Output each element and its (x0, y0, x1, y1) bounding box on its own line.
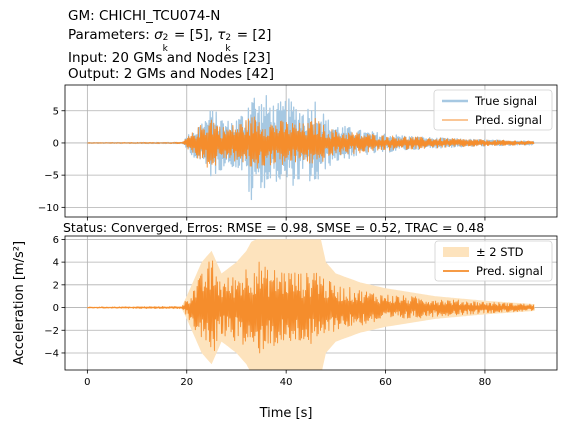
x-tick-label: 80 (479, 377, 492, 388)
y-tick-label: −5 (44, 171, 59, 182)
y-tick-label: 0 (53, 303, 59, 314)
y-tick-label: 2 (53, 280, 59, 291)
sigma-superscript: 2 (162, 33, 169, 43)
parameters-prefix: Parameters: (68, 27, 155, 43)
legend-swatch-band (443, 247, 469, 257)
y-tick-label: −10 (38, 203, 59, 214)
tau-superscript: 2 (225, 33, 232, 43)
data-layer (87, 239, 535, 370)
y-tick-label: 4 (53, 258, 59, 269)
plot-frame (64, 235, 558, 371)
sigma-symbol: σ (154, 27, 163, 43)
y-tick-label: 6 (53, 235, 59, 246)
sigma-subscript: k (162, 44, 168, 54)
x-axis-label: Time [s] (259, 406, 313, 421)
tau-symbol: τ (217, 27, 226, 43)
legend-label: Pred. signal (476, 264, 543, 278)
y-axis-label: Acceleration [m/s²] (12, 241, 27, 365)
y-tick-label: −4 (44, 348, 59, 359)
x-tick-label: 0 (84, 377, 90, 388)
panel-top: −10 −5 0 5 True signal Pred. signal Status: Co… (38, 84, 558, 235)
gm-title: GM: CHICHI_TCU074-N (68, 8, 221, 24)
y-tick-label: −2 (44, 326, 59, 337)
legend-label: ± 2 STD (476, 245, 524, 259)
legend-label: Pred. signal (475, 113, 542, 127)
parameters-suffix: = [2] (232, 27, 272, 43)
pred-signal-line (87, 116, 535, 169)
tau-subscript: k (225, 44, 231, 54)
y-tick-label: 5 (53, 106, 59, 117)
legend-label: True signal (474, 94, 537, 108)
x-tick-label: 40 (280, 377, 293, 388)
output-title: Output: 2 GMs and Nodes [42] (68, 66, 275, 82)
y-tick-label: 0 (53, 138, 59, 149)
plot-frame (64, 84, 558, 218)
x-tick-label: 60 (379, 377, 392, 388)
parameters-mid: = [5], (169, 27, 218, 43)
input-title: Input: 20 GMs and Nodes [23] (68, 50, 271, 66)
x-tick-label: 20 (180, 377, 193, 388)
status-title: Status: Converged, Erros: RMSE = 0.98, S… (63, 220, 484, 235)
data-layer (87, 95, 535, 201)
pred-signal-line (87, 260, 535, 354)
